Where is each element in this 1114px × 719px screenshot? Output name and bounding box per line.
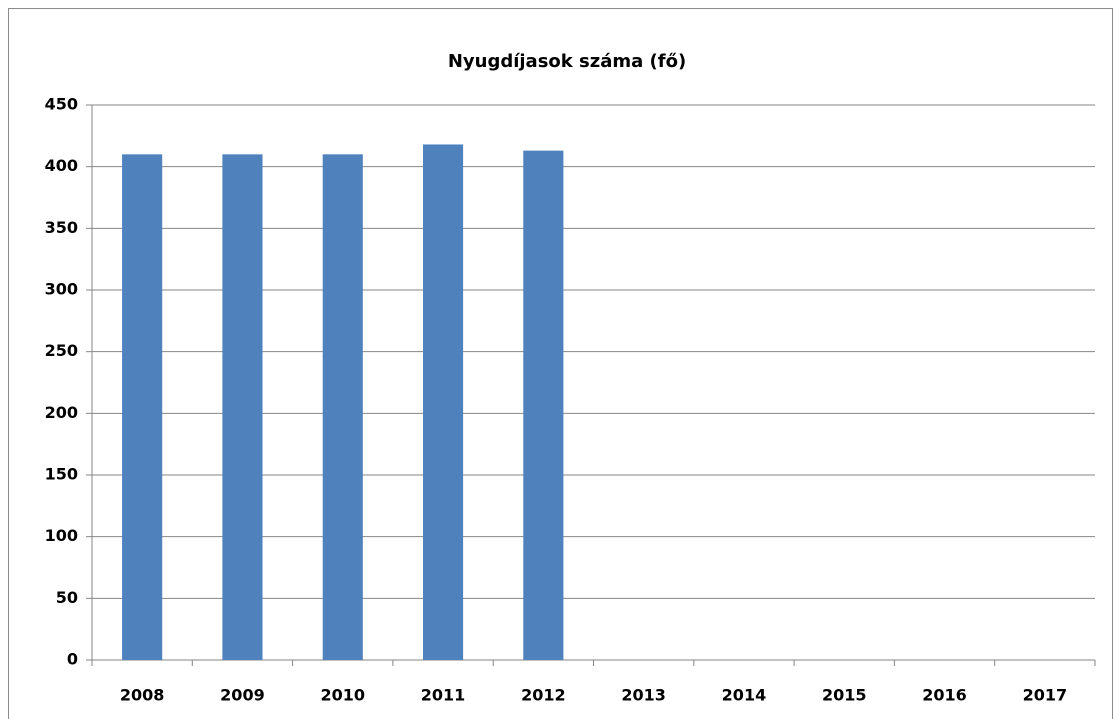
x-tick-label: 2013 <box>621 686 666 705</box>
bar <box>523 150 564 660</box>
x-tick-label: 2008 <box>120 686 165 705</box>
chart-title: Nyugdíjasok száma (fő) <box>448 51 686 72</box>
y-tick-label: 400 <box>45 156 78 175</box>
x-tick-label: 2016 <box>922 686 967 705</box>
bar <box>422 144 464 660</box>
y-tick-label: 300 <box>45 280 78 299</box>
x-tick-label: 2017 <box>1023 686 1068 705</box>
x-tick-label: 2015 <box>822 686 867 705</box>
y-tick-label: 350 <box>45 218 78 237</box>
bar <box>222 154 263 661</box>
x-tick-label: 2011 <box>421 686 466 705</box>
y-tick-label: 200 <box>45 403 78 422</box>
y-tick-label: 250 <box>45 341 78 360</box>
y-tick-label: 100 <box>45 526 78 545</box>
x-tick-label: 2010 <box>320 686 365 705</box>
bar <box>322 154 363 661</box>
y-tick-label: 0 <box>67 650 78 669</box>
x-tick-label: 2014 <box>722 686 767 705</box>
bar <box>122 154 163 661</box>
y-tick-label: 50 <box>56 588 78 607</box>
y-tick-label: 450 <box>45 95 78 114</box>
y-tick-label: 150 <box>45 465 78 484</box>
x-tick-label: 2009 <box>220 686 265 705</box>
x-tick-label: 2012 <box>521 686 566 705</box>
